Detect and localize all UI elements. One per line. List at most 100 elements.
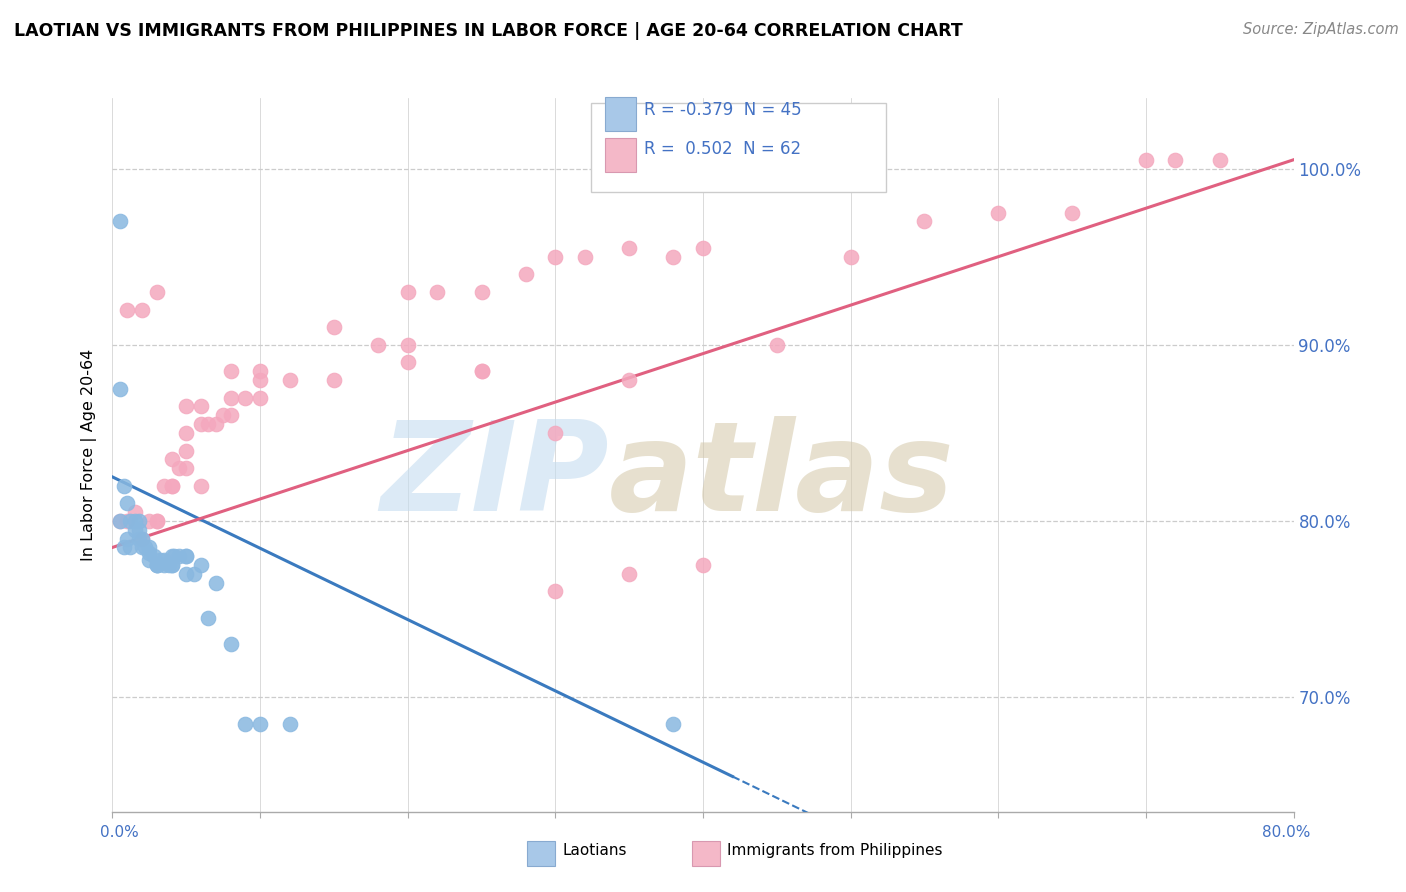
Point (108, 382, 131, 396)
Text: R = -0.379  N = 45: R = -0.379 N = 45 (644, 101, 801, 119)
Point (174, 443, 197, 458)
Point (108, 514, 131, 528)
Text: 0.0%: 0.0% (100, 825, 139, 839)
Y-axis label: In Labor Force | Age 20-64: In Labor Force | Age 20-64 (80, 349, 97, 561)
Point (138, 541, 160, 555)
Point (108, 514, 131, 528)
Point (367, 338, 389, 352)
Point (112, 541, 135, 555)
Point (160, 452, 183, 467)
Point (174, 549, 197, 564)
Point (124, 523, 146, 537)
Point (396, 338, 419, 352)
Point (1062, 205, 1084, 219)
Point (212, 409, 235, 423)
Point (219, 637, 242, 651)
Point (470, 364, 494, 378)
Point (134, 541, 156, 555)
Point (233, 391, 256, 405)
Point (470, 285, 494, 299)
Point (128, 532, 150, 546)
Point (157, 558, 180, 572)
Point (323, 373, 346, 387)
Point (219, 364, 242, 378)
Point (146, 514, 169, 528)
Point (128, 523, 150, 537)
Text: atlas: atlas (609, 416, 955, 537)
Point (219, 391, 242, 405)
Point (153, 558, 176, 572)
Point (426, 285, 449, 299)
Point (197, 417, 219, 431)
Point (167, 461, 190, 475)
Point (160, 549, 183, 564)
Point (163, 549, 186, 564)
Point (544, 584, 567, 599)
Text: 80.0%: 80.0% (1263, 825, 1310, 839)
Point (117, 532, 138, 546)
Point (574, 250, 596, 264)
Point (544, 250, 567, 264)
Point (323, 320, 346, 334)
Text: Laotians: Laotians (562, 843, 627, 858)
Point (160, 558, 183, 572)
Point (131, 302, 153, 317)
Point (278, 373, 301, 387)
Text: LAOTIAN VS IMMIGRANTS FROM PHILIPPINES IN LABOR FORCE | AGE 20-64 CORRELATION CH: LAOTIAN VS IMMIGRANTS FROM PHILIPPINES I… (14, 22, 963, 40)
Point (117, 514, 138, 528)
Point (146, 558, 169, 572)
Point (766, 338, 789, 352)
Point (619, 566, 641, 581)
Point (117, 496, 138, 510)
Point (249, 364, 271, 378)
Point (692, 241, 714, 255)
Point (108, 214, 131, 228)
Point (174, 549, 197, 564)
Point (662, 250, 685, 264)
Point (1164, 153, 1187, 167)
Point (249, 391, 271, 405)
Point (470, 364, 494, 378)
Point (124, 505, 146, 519)
Point (1208, 153, 1232, 167)
Point (138, 514, 160, 528)
Point (174, 400, 197, 414)
Point (619, 241, 641, 255)
Point (219, 409, 242, 423)
Point (146, 558, 169, 572)
Point (112, 479, 135, 493)
Point (128, 514, 150, 528)
Point (515, 268, 537, 282)
Point (190, 558, 212, 572)
Point (278, 716, 301, 731)
Point (249, 373, 271, 387)
Point (131, 532, 153, 546)
Point (249, 716, 271, 731)
Point (120, 541, 142, 555)
Point (662, 716, 685, 731)
Text: ZIP: ZIP (380, 416, 609, 537)
Text: Immigrants from Philippines: Immigrants from Philippines (727, 843, 942, 858)
Point (839, 250, 862, 264)
Point (153, 479, 176, 493)
Point (197, 611, 219, 625)
Point (124, 514, 146, 528)
Point (396, 355, 419, 369)
Text: Source: ZipAtlas.com: Source: ZipAtlas.com (1243, 22, 1399, 37)
Point (131, 541, 153, 555)
Point (190, 400, 212, 414)
Point (153, 553, 176, 567)
Point (619, 373, 641, 387)
Point (987, 205, 1010, 219)
Point (396, 285, 419, 299)
Point (190, 417, 212, 431)
Point (174, 566, 197, 581)
Point (544, 425, 567, 440)
Point (160, 479, 183, 493)
Point (138, 546, 160, 560)
Point (117, 302, 138, 317)
Point (146, 514, 169, 528)
Point (142, 549, 165, 564)
Point (174, 425, 197, 440)
Point (1135, 153, 1157, 167)
